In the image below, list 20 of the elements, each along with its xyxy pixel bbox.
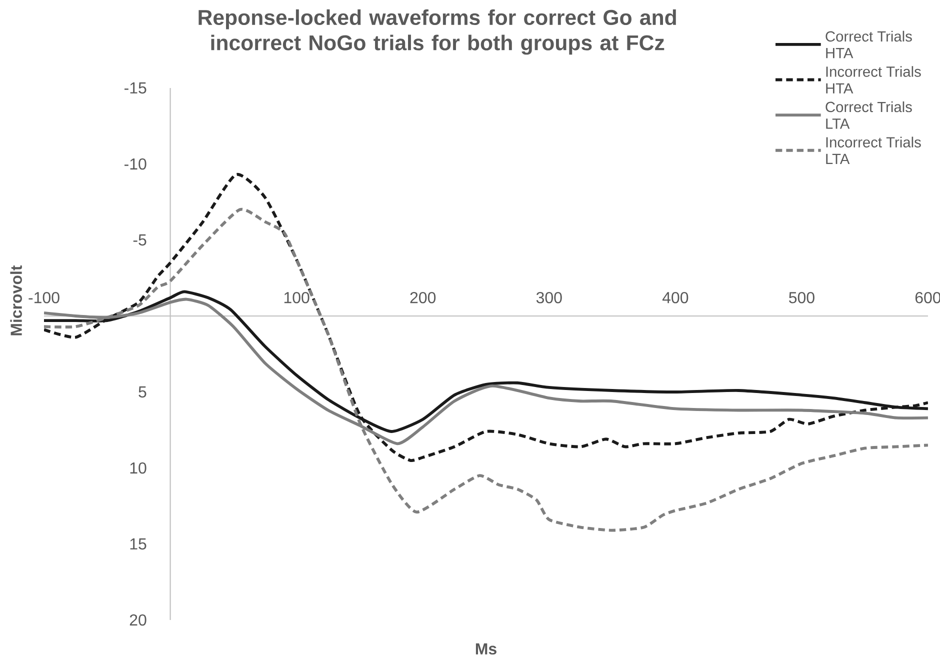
y-tick-label: 5	[138, 386, 146, 398]
legend-label: Incorrect Trials LTA	[826, 136, 921, 164]
x-tick-label: 100	[284, 292, 310, 304]
legend-label: Correct Trials LTA	[826, 101, 912, 129]
y-tick-label: -10	[124, 158, 146, 170]
x-tick-label: 200	[410, 292, 436, 304]
y-axis-title: Microvolt	[10, 265, 22, 336]
legend-label: Correct Trials HTA	[826, 30, 912, 58]
y-tick-label: 15	[130, 538, 146, 550]
x-axis-title: Ms	[476, 643, 496, 655]
x-tick-label: 500	[789, 292, 814, 304]
y-tick-label: -5	[133, 234, 146, 246]
y-tick-label: -15	[124, 82, 146, 94]
y-tick-label: 10	[130, 462, 146, 474]
legend-label: Incorrect Trials HTA	[826, 66, 921, 94]
chart-title: Reponse-locked waveforms for correct Go and incorrect NoGo trials for both groups at FCz	[198, 9, 676, 55]
x-tick-label: 300	[536, 292, 562, 304]
x-tick-label: 400	[662, 292, 688, 304]
x-tick-label: -100	[28, 292, 60, 304]
y-tick-label: 20	[130, 614, 146, 626]
